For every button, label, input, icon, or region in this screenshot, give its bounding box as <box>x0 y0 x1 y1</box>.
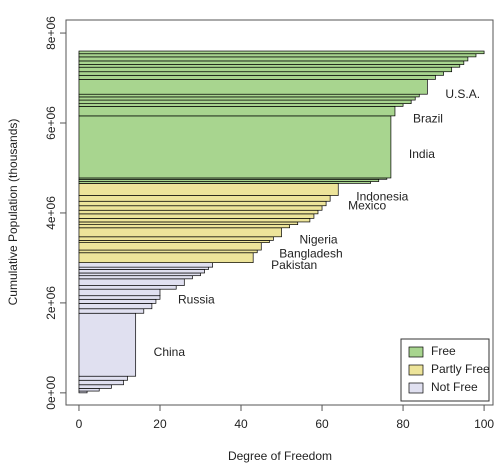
bar-label: Mexico <box>348 199 386 213</box>
x-tick-label: 0 <box>76 417 83 431</box>
bar <box>78 93 420 98</box>
bar <box>78 213 315 219</box>
bar <box>78 298 157 304</box>
bar <box>78 205 323 211</box>
legend-swatch <box>408 382 424 394</box>
bar <box>78 224 290 229</box>
bar-label: Bangladesh <box>279 247 342 261</box>
x-tick-label: 60 <box>315 417 329 431</box>
bar <box>78 209 319 215</box>
y-tick-label: 6e+06 <box>44 106 58 140</box>
bar <box>78 115 392 179</box>
bar <box>78 106 396 117</box>
bar <box>78 200 327 207</box>
bar <box>78 249 258 254</box>
x-axis-title: Degree of Freedom <box>228 449 332 463</box>
bar <box>78 71 444 76</box>
bar <box>78 236 274 241</box>
bar <box>78 295 161 300</box>
bar <box>78 308 145 314</box>
bar-label: U.S.A. <box>445 87 480 101</box>
bar <box>78 56 469 62</box>
bar <box>78 195 331 202</box>
y-axis-title: Cumulative Population (thousands) <box>6 119 20 306</box>
bar <box>78 242 262 251</box>
bar <box>78 53 477 58</box>
bar <box>78 64 461 68</box>
legend-label: Not Free <box>431 380 478 394</box>
y-tick-label: 8e+06 <box>44 16 58 50</box>
bar <box>78 288 161 297</box>
bar-label: Brazil <box>413 111 443 125</box>
bar <box>78 303 153 310</box>
bar <box>78 217 311 223</box>
bar <box>78 375 128 381</box>
bar <box>78 275 193 280</box>
legend-label: Partly Free <box>431 362 490 376</box>
bar <box>78 227 282 238</box>
bar <box>78 50 485 55</box>
bar <box>78 388 100 392</box>
bar <box>78 103 404 107</box>
y-tick-label: 0e+00 <box>44 376 58 410</box>
x-tick-label: 20 <box>153 417 167 431</box>
bar <box>78 74 436 80</box>
bar <box>78 285 177 290</box>
legend-label: Free <box>431 344 456 358</box>
x-tick-label: 40 <box>234 417 248 431</box>
bar <box>78 66 453 73</box>
bar <box>78 221 299 225</box>
bar-label: Pakistan <box>271 258 317 272</box>
y-tick-label: 2e+06 <box>44 286 58 320</box>
bar-label: Russia <box>178 293 215 307</box>
bar-label: India <box>409 147 435 161</box>
bar <box>78 262 214 268</box>
bar <box>78 312 137 377</box>
bar <box>78 278 185 286</box>
bar-label: Nigeria <box>300 232 338 246</box>
x-tick-label: 100 <box>474 417 494 431</box>
bar <box>78 269 205 274</box>
bar-label: Indonesia <box>356 190 408 204</box>
bar <box>78 96 416 101</box>
bar <box>78 183 339 196</box>
y-tick-label: 4e+06 <box>44 196 58 230</box>
bar <box>78 99 412 105</box>
bar <box>78 79 428 95</box>
bar <box>78 379 124 386</box>
bar <box>78 252 254 263</box>
x-tick-label: 80 <box>396 417 410 431</box>
bar <box>78 384 112 389</box>
bar <box>78 272 201 277</box>
legend-swatch <box>408 346 424 358</box>
bar <box>78 60 465 65</box>
legend-swatch <box>408 364 424 376</box>
bar-label: China <box>154 345 186 359</box>
